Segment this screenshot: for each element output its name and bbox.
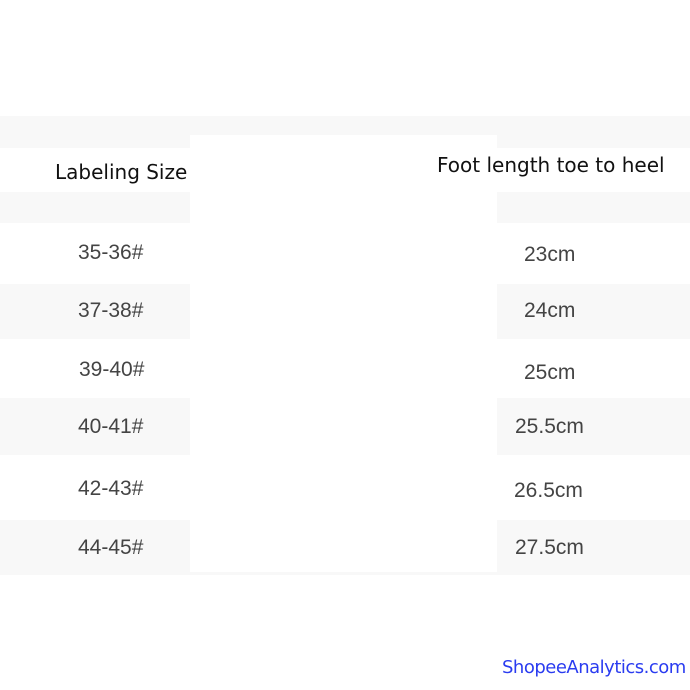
foot-length-cell: 25.5cm <box>515 415 584 438</box>
foot-length-cell: 25cm <box>524 361 576 384</box>
size-cell: 35-36# <box>78 241 144 264</box>
foot-length-cell: 24cm <box>524 299 576 322</box>
header-labeling-size: Labeling Size <box>55 160 188 184</box>
foot-length-cell: 27.5cm <box>515 536 584 559</box>
watermark: ShopeeAnalytics.com <box>502 657 686 678</box>
middle-column <box>190 135 497 572</box>
foot-length-cell: 26.5cm <box>514 479 583 502</box>
foot-length-cell: 23cm <box>524 243 576 266</box>
size-cell: 44-45# <box>78 536 144 559</box>
size-cell: 37-38# <box>78 299 144 322</box>
size-cell: 42-43# <box>78 477 144 500</box>
size-cell: 39-40# <box>79 358 145 381</box>
size-cell: 40-41# <box>78 415 144 438</box>
header-foot-length: Foot length toe to heel <box>437 153 665 177</box>
